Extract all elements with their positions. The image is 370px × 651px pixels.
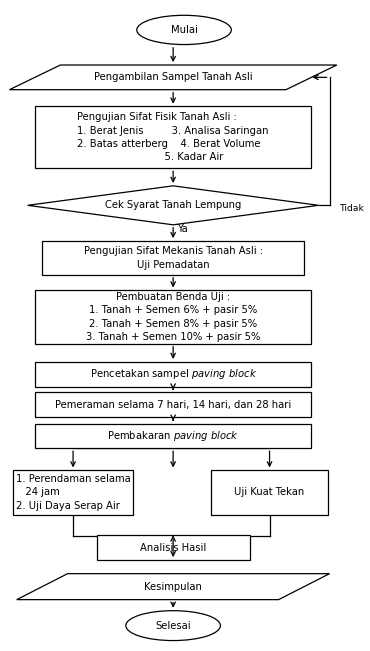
Bar bbox=[35, 290, 312, 344]
Text: 1. Perendaman selama
   24 jam
2. Uji Daya Serap Air: 1. Perendaman selama 24 jam 2. Uji Daya … bbox=[16, 474, 131, 510]
Bar bbox=[211, 471, 328, 514]
Text: Pengujian Sifat Mekanis Tanah Asli :
Uji Pemadatan: Pengujian Sifat Mekanis Tanah Asli : Uji… bbox=[84, 246, 263, 270]
Bar bbox=[35, 424, 312, 449]
Polygon shape bbox=[9, 65, 337, 90]
Text: Pembakaran $\it{paving\ block}$: Pembakaran $\it{paving\ block}$ bbox=[107, 429, 239, 443]
Bar bbox=[42, 241, 304, 275]
Text: Analisis Hasil: Analisis Hasil bbox=[140, 543, 206, 553]
Text: Tidak: Tidak bbox=[339, 204, 364, 213]
Bar bbox=[35, 393, 312, 417]
Text: Ya: Ya bbox=[177, 225, 188, 234]
Text: Pembuatan Benda Uji :
1. Tanah + Semen 6% + pasir 5%
2. Tanah + Semen 8% + pasir: Pembuatan Benda Uji : 1. Tanah + Semen 6… bbox=[86, 292, 260, 342]
Text: Pencetakan sampel $\it{paving\ block}$: Pencetakan sampel $\it{paving\ block}$ bbox=[90, 367, 257, 381]
Text: Uji Kuat Tekan: Uji Kuat Tekan bbox=[235, 488, 305, 497]
Text: Pengambilan Sampel Tanah Asli: Pengambilan Sampel Tanah Asli bbox=[94, 72, 252, 82]
Bar bbox=[97, 535, 249, 560]
Text: Cek Syarat Tanah Lempung: Cek Syarat Tanah Lempung bbox=[105, 201, 241, 210]
Text: Pengujian Sifat Fisik Tanah Asli :
1. Berat Jenis         3. Analisa Saringan
2.: Pengujian Sifat Fisik Tanah Asli : 1. Be… bbox=[77, 113, 269, 162]
Bar bbox=[13, 471, 133, 514]
Text: Mulai: Mulai bbox=[171, 25, 198, 35]
Text: Pemeraman selama 7 hari, 14 hari, dan 28 hari: Pemeraman selama 7 hari, 14 hari, dan 28… bbox=[55, 400, 291, 409]
Bar bbox=[35, 106, 312, 168]
Ellipse shape bbox=[137, 16, 231, 44]
Polygon shape bbox=[28, 186, 319, 225]
Polygon shape bbox=[17, 574, 330, 600]
Text: Selesai: Selesai bbox=[155, 620, 191, 631]
Text: Kesimpulan: Kesimpulan bbox=[144, 581, 202, 592]
Ellipse shape bbox=[126, 611, 221, 641]
Bar bbox=[35, 362, 312, 387]
